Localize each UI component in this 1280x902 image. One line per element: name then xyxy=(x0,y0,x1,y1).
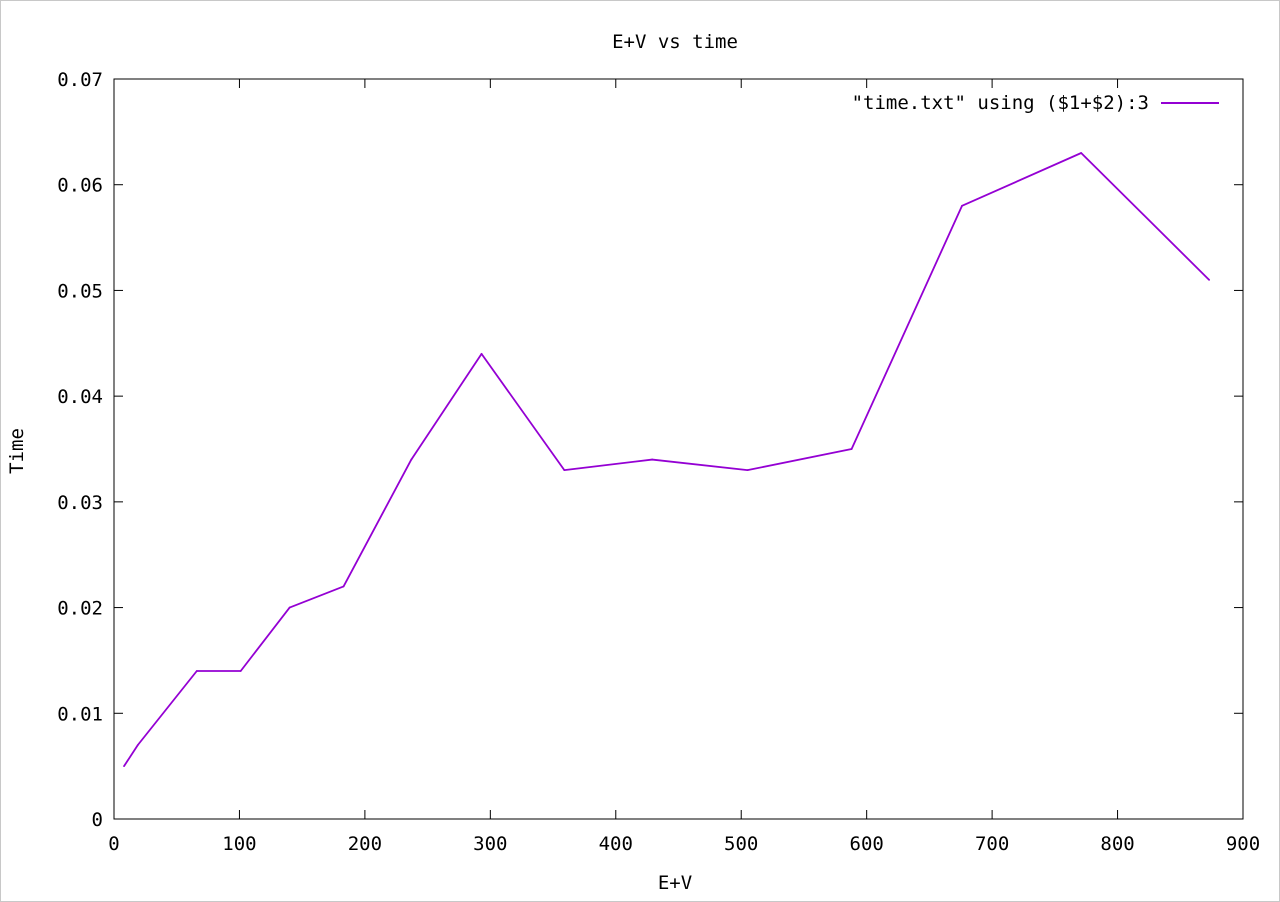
data-point xyxy=(123,765,125,768)
x-tick-label: 600 xyxy=(850,833,884,855)
y-tick-label: 0.06 xyxy=(57,175,103,197)
y-tick-label: 0 xyxy=(92,809,103,831)
data-point xyxy=(288,606,291,609)
data-point xyxy=(850,448,853,450)
x-tick-label: 100 xyxy=(222,833,256,855)
y-tick-label: 0.01 xyxy=(57,703,103,725)
data-point xyxy=(410,458,413,461)
series-line xyxy=(123,152,1210,767)
x-tick-label: 400 xyxy=(599,833,633,855)
data-point xyxy=(480,352,483,355)
x-tick-label: 700 xyxy=(975,833,1009,855)
y-tick-label: 0.05 xyxy=(57,280,103,302)
data-point xyxy=(563,469,566,472)
x-tick-label: 900 xyxy=(1226,833,1260,855)
legend: "time.txt" using ($1+$2):3 xyxy=(852,92,1219,114)
data-point xyxy=(239,670,242,672)
series-layer xyxy=(123,152,1211,768)
y-tick-label: 0.02 xyxy=(57,598,103,620)
data-point xyxy=(746,469,749,472)
data-point xyxy=(651,458,654,461)
x-tick-label: 800 xyxy=(1100,833,1134,855)
data-point xyxy=(961,204,963,207)
plot-frame xyxy=(113,78,1244,820)
y-axis: 0 0.01 0.02 0.03 0.04 0.05 0.06 0.07 xyxy=(57,69,1243,831)
x-axis: 0 100 200 300 400 500 600 700 800 900 xyxy=(108,79,1260,855)
x-tick-label: 500 xyxy=(724,833,758,855)
y-tick-label: 0.07 xyxy=(57,69,103,91)
legend-label: "time.txt" using ($1+$2):3 xyxy=(852,92,1149,114)
x-axis-label: E+V xyxy=(658,872,692,894)
y-tick-label: 0.03 xyxy=(57,492,103,514)
data-point xyxy=(1080,152,1083,154)
y-axis-label: Time xyxy=(6,428,28,474)
x-tick-label: 300 xyxy=(473,833,507,855)
x-tick-label: 200 xyxy=(348,833,382,855)
data-point xyxy=(1208,278,1211,281)
data-point xyxy=(342,585,345,588)
data-point xyxy=(195,670,198,672)
chart-title: E+V vs time xyxy=(612,31,738,53)
data-point xyxy=(136,744,139,746)
x-tick-label: 0 xyxy=(108,833,119,855)
y-tick-label: 0.04 xyxy=(57,386,103,408)
